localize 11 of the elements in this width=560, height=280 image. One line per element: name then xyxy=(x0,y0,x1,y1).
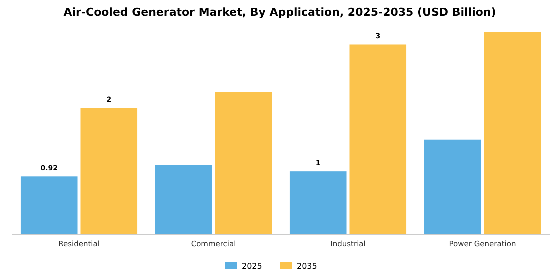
bar xyxy=(215,92,272,235)
bar xyxy=(80,108,138,235)
legend-label: 2025 xyxy=(242,262,262,271)
bar xyxy=(20,176,78,235)
bar xyxy=(350,44,407,235)
chart-title: Air-Cooled Generator Market, By Application, 2025-2035 (USD Billion) xyxy=(64,6,496,19)
bar xyxy=(484,32,542,235)
bar xyxy=(155,165,212,235)
bar xyxy=(290,172,347,235)
bar xyxy=(424,140,482,235)
legend-label: 2035 xyxy=(297,262,318,271)
